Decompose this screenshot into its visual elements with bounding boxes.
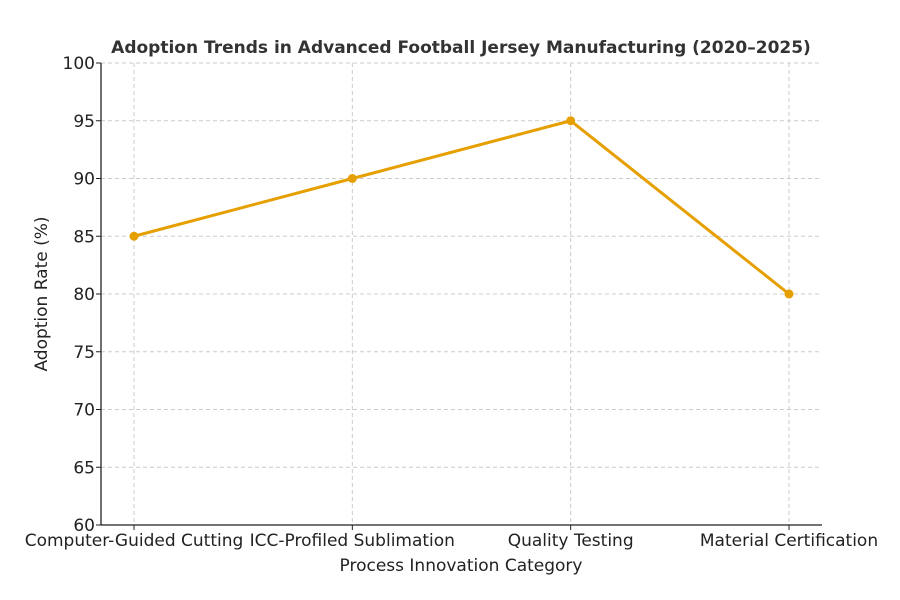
series-line [133,119,790,296]
data-point [347,174,357,183]
grid-lines [101,62,822,526]
x-tick-label: Computer-Guided Cutting [25,531,244,551]
data-point [784,289,794,299]
y-tick-label: 80 [73,285,95,305]
y-tick-label: 60 [73,516,95,536]
y-tick-label: 85 [73,227,95,247]
data-point [129,231,139,241]
y-tick-label: 100 [63,54,95,74]
data-point [566,116,576,126]
series-layer [129,116,794,299]
x-tick-label: ICC-Profiled Sublimation [250,531,455,551]
x-tick-label: Quality Testing [508,531,634,551]
y-tick-label: 65 [73,458,95,478]
y-tick-label: 90 [73,170,95,190]
y-ticks: 60 65 70 75 80 85 90 95 100 [63,54,101,536]
y-tick-label: 75 [73,343,95,363]
y-tick-label: 70 [73,401,95,421]
y-tick-label: 95 [73,112,95,132]
x-tick-label: Material Certification [700,531,878,551]
x-axis-label: Process Innovation Category [340,556,583,576]
x-ticks: Computer-Guided Cutting ICC-Profiled Subl… [25,525,878,551]
chart-title: Adoption Trends in Advanced Football Jer… [111,38,811,58]
y-axis-label: Adoption Rate (%) [32,216,52,371]
